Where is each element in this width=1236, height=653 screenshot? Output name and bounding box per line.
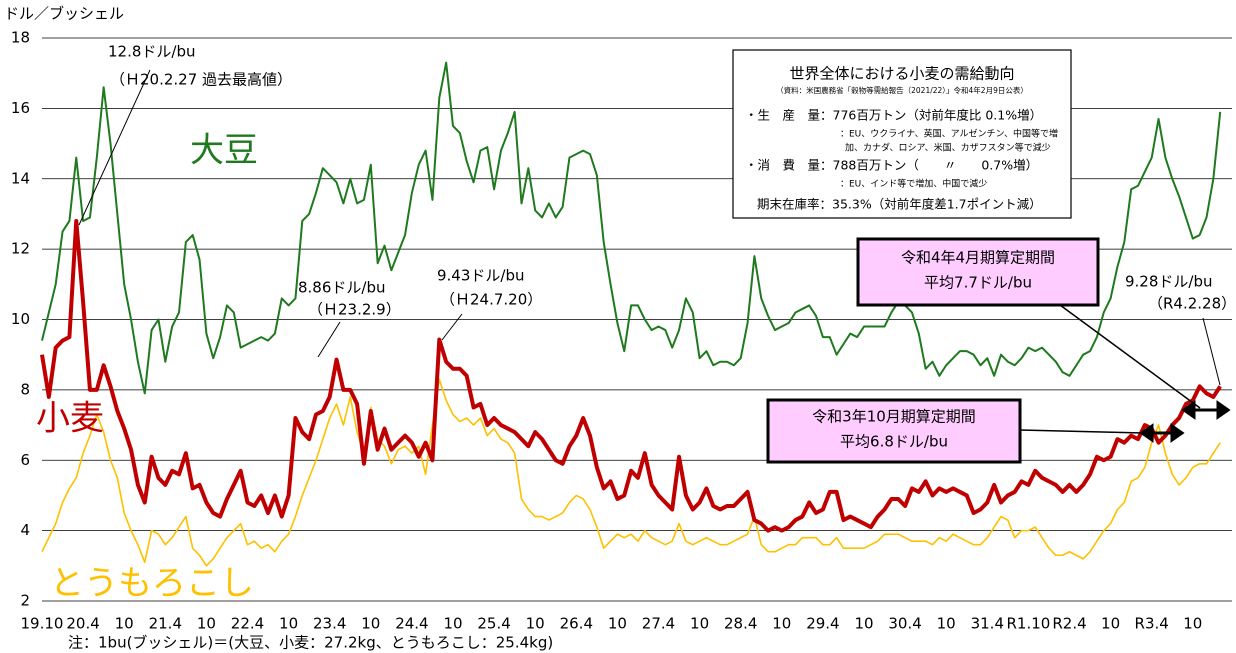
period-title: 令和4年4月期算定期間 xyxy=(901,249,1055,267)
x-tick-label: 28.4 xyxy=(724,615,757,633)
annotation: 12.8ドル/bu xyxy=(108,43,195,61)
info-line: ：EU、インド等で増加、中国で減少 xyxy=(840,178,987,190)
x-tick-label: 23.4 xyxy=(313,615,346,633)
info-line: ・消 費 量：788百万トン（ 〃 0.7%増） xyxy=(745,158,1038,173)
series-label: 小麦 xyxy=(36,399,104,439)
leader-line xyxy=(441,313,463,341)
period-box xyxy=(766,398,1022,464)
x-tick-label: 20.4 xyxy=(66,615,99,633)
x-tick-label: 27.4 xyxy=(642,615,675,633)
annotation: （Ｈ20.2.27 過去最高値） xyxy=(110,71,292,89)
series-label: 大豆 xyxy=(190,131,258,171)
x-tick-label: 10 xyxy=(361,615,380,633)
x-tick-label: 10 xyxy=(854,615,873,633)
x-tick-label: 30.4 xyxy=(888,615,921,633)
x-tick-label: 19.10 xyxy=(21,615,64,633)
footnote: 注：1bu(ブッシェル)＝(大豆、小麦：27.2kg、とうもろこし：25.4kg… xyxy=(68,634,553,652)
y-tick-label: 4 xyxy=(20,521,30,539)
info-title: 世界全体における小麦の需給動向 xyxy=(789,65,1014,83)
y-tick-label: 16 xyxy=(11,99,30,117)
x-tick-label: 10 xyxy=(1183,615,1202,633)
period-note: 平均7.7ドル/bu xyxy=(924,274,1032,292)
info-box xyxy=(732,49,1072,219)
series-line xyxy=(41,61,1222,395)
x-tick-label: R1.10 xyxy=(1006,615,1050,633)
annotation: （Ｈ24.7.20） xyxy=(440,291,542,309)
x-tick-label: 31.4 xyxy=(971,615,1004,633)
x-tick-label: 10 xyxy=(443,615,462,633)
x-tick-label: 25.4 xyxy=(477,615,510,633)
x-tick-label: 22.4 xyxy=(231,615,264,633)
y-tick-label: 12 xyxy=(11,240,30,258)
period-title: 令和3年10月期算定期間 xyxy=(812,408,976,426)
x-tick-label: 10 xyxy=(772,615,791,633)
leader-line xyxy=(1202,317,1221,386)
connector xyxy=(1059,304,1201,409)
y-tick-label: 6 xyxy=(20,451,30,469)
y-tick-label: 8 xyxy=(20,380,30,398)
period-box xyxy=(856,237,1100,307)
period-arrow xyxy=(1139,400,1231,443)
annotation: （R4.2.28） xyxy=(1148,295,1236,313)
plot: 2 4 6 8 10 12 14 16 18 19.10 20.4 10 21.4 10 22.4 10 23.… xyxy=(11,29,1232,633)
annotation: 8.86ドル/bu xyxy=(298,279,385,297)
x-tick-label: 10 xyxy=(115,615,134,633)
x-tick-label: 10 xyxy=(608,615,627,633)
x-tick-label: 24.4 xyxy=(395,615,428,633)
leader-line xyxy=(317,321,341,358)
info-line: ：EU、ウクライナ、英国、アルゼンチン、中国等で増 xyxy=(840,128,1058,140)
period-note: 平均6.8ドル/bu xyxy=(840,433,948,451)
series-line xyxy=(40,218,1222,533)
x-tick-label: 29.4 xyxy=(806,615,839,633)
x-tick-label: 10 xyxy=(279,615,298,633)
info-line: ・生 産 量：776百万トン（対前年度比 0.1%増） xyxy=(745,108,1042,123)
x-tick-label: R2.4 xyxy=(1052,615,1086,633)
info-line: 期末在庫率：35.3%（対前年度差1.7ポイント減） xyxy=(757,197,1042,212)
y-tick-label: 14 xyxy=(11,169,30,187)
leader-line xyxy=(78,69,151,226)
y-tick-label: 2 xyxy=(20,592,30,610)
x-tick-label: 10 xyxy=(690,615,709,633)
info-line: 加、カナダ、ロシア、米国、カザフスタン等で減少 xyxy=(845,142,1051,154)
info-source: （資料：米国農務省「穀物等需給報告（2021/22）」令和4年2月9日公表） xyxy=(776,85,1028,95)
x-tick-label: 21.4 xyxy=(149,615,182,633)
x-tick-label: 10 xyxy=(937,615,956,633)
annotation: （Ｈ23.2.9） xyxy=(308,301,401,319)
x-tick-label: 10 xyxy=(197,615,216,633)
y-axis-label: ドル／ブッシェル xyxy=(4,5,124,23)
annotation: 9.43ドル/bu xyxy=(437,267,524,285)
connector xyxy=(1019,429,1146,434)
series-line xyxy=(41,378,1221,567)
annotation: 9.28ドル/bu xyxy=(1125,273,1212,291)
x-tick-label: 10 xyxy=(1101,615,1120,633)
x-tick-label: 26.4 xyxy=(560,615,593,633)
series-label: とうもろこし xyxy=(50,564,254,604)
x-tick-label: 10 xyxy=(526,615,545,633)
y-tick-label: 18 xyxy=(11,29,30,47)
y-tick-label: 10 xyxy=(11,310,30,328)
x-tick-label: R3.4 xyxy=(1135,615,1169,633)
